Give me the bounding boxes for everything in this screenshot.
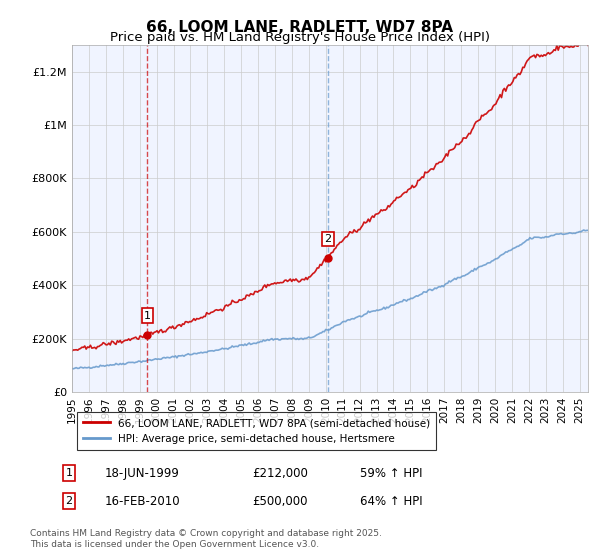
Text: 2: 2 — [65, 496, 73, 506]
Text: 1: 1 — [65, 468, 73, 478]
Text: £212,000: £212,000 — [252, 466, 308, 480]
Text: 1: 1 — [144, 311, 151, 321]
Text: 2: 2 — [324, 234, 331, 244]
Text: Price paid vs. HM Land Registry's House Price Index (HPI): Price paid vs. HM Land Registry's House … — [110, 31, 490, 44]
Text: 16-FEB-2010: 16-FEB-2010 — [105, 494, 181, 508]
Text: £500,000: £500,000 — [252, 494, 308, 508]
Legend: 66, LOOM LANE, RADLETT, WD7 8PA (semi-detached house), HPI: Average price, semi-: 66, LOOM LANE, RADLETT, WD7 8PA (semi-de… — [77, 412, 436, 450]
Text: 59% ↑ HPI: 59% ↑ HPI — [360, 466, 422, 480]
Text: 18-JUN-1999: 18-JUN-1999 — [105, 466, 180, 480]
Text: Contains HM Land Registry data © Crown copyright and database right 2025.
This d: Contains HM Land Registry data © Crown c… — [30, 529, 382, 549]
Text: 66, LOOM LANE, RADLETT, WD7 8PA: 66, LOOM LANE, RADLETT, WD7 8PA — [146, 20, 454, 35]
Text: 64% ↑ HPI: 64% ↑ HPI — [360, 494, 422, 508]
